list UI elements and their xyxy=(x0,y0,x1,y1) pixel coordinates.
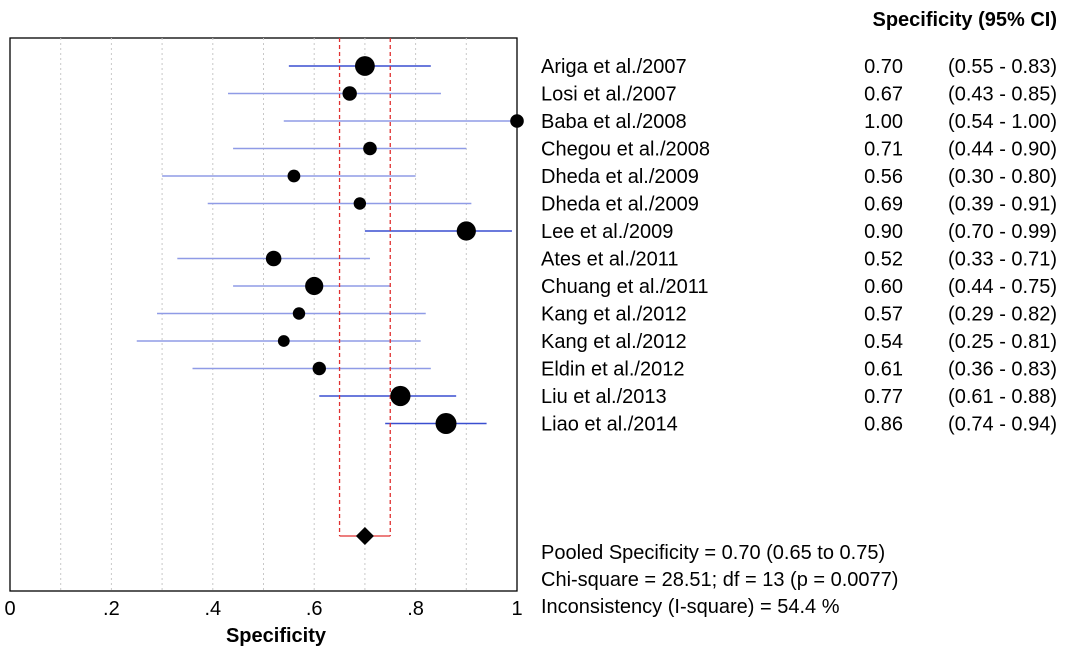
summary-line: Chi-square = 28.51; df = 13 (p = 0.0077) xyxy=(541,569,898,591)
column-header: Specificity (95% CI) xyxy=(872,9,1057,31)
x-tick-label: 0 xyxy=(4,598,15,620)
point-estimate xyxy=(390,385,411,407)
study-ci: (0.61 - 0.88) xyxy=(948,386,1057,408)
confidence-intervals xyxy=(136,65,517,425)
summary-line: Inconsistency (I-square) = 54.4 % xyxy=(541,596,840,618)
x-tick-label: .8 xyxy=(407,598,424,620)
study-estimate: 0.54 xyxy=(864,331,903,353)
study-label: Baba et al./2008 xyxy=(541,111,687,133)
point-estimate xyxy=(510,114,524,128)
point-estimate xyxy=(292,307,306,320)
study-estimate: 0.86 xyxy=(864,414,903,436)
x-tick-label: .6 xyxy=(306,598,323,620)
study-ci: (0.29 - 0.82) xyxy=(948,304,1057,326)
study-ci: (0.44 - 0.75) xyxy=(948,276,1057,298)
study-label: Dheda et al./2009 xyxy=(541,166,699,188)
study-estimate: 0.77 xyxy=(864,386,903,408)
point-estimate xyxy=(265,250,282,267)
pooled-diamond xyxy=(355,527,374,545)
summary-line: Pooled Specificity = 0.70 (0.65 to 0.75) xyxy=(541,542,885,564)
x-axis-title: Specificity xyxy=(226,625,327,647)
point-estimate xyxy=(355,56,375,76)
study-label: Liao et al./2014 xyxy=(541,414,678,436)
grid-lines xyxy=(60,38,467,591)
x-tick-label: .4 xyxy=(204,598,221,620)
study-estimate: 0.71 xyxy=(864,139,903,161)
study-estimate: 1.00 xyxy=(864,111,903,133)
point-estimate xyxy=(456,221,476,241)
study-estimate: 0.70 xyxy=(864,56,903,78)
point-estimate xyxy=(353,197,367,210)
study-ci: (0.70 - 0.99) xyxy=(948,221,1057,243)
study-estimate: 0.60 xyxy=(864,276,903,298)
study-label: Kang et al./2012 xyxy=(541,331,687,353)
summary-statistics: Pooled Specificity = 0.70 (0.65 to 0.75)… xyxy=(541,542,898,618)
point-estimates xyxy=(265,56,524,434)
study-estimate: 0.90 xyxy=(864,221,903,243)
point-estimate xyxy=(363,141,377,156)
study-label: Liu et al./2013 xyxy=(541,386,667,408)
x-tick-label: 1 xyxy=(511,598,522,620)
study-label: Kang et al./2012 xyxy=(541,304,687,326)
study-ci: (0.30 - 0.80) xyxy=(948,166,1057,188)
study-ci: (0.36 - 0.83) xyxy=(948,359,1057,381)
study-label: Ariga et al./2007 xyxy=(541,56,687,78)
point-estimate xyxy=(312,361,326,376)
x-tick-label: .2 xyxy=(103,598,120,620)
study-ci: (0.44 - 0.90) xyxy=(948,139,1057,161)
study-estimate: 0.52 xyxy=(864,249,903,271)
study-label: Chegou et al./2008 xyxy=(541,139,710,161)
study-table: Ariga et al./2007 0.70 (0.55 - 0.83) Losi e… xyxy=(541,56,1057,436)
study-label: Eldin et al./2012 xyxy=(541,359,684,381)
study-ci: (0.55 - 0.83) xyxy=(948,56,1057,78)
study-ci: (0.25 - 0.81) xyxy=(948,331,1057,353)
study-ci: (0.43 - 0.85) xyxy=(948,84,1057,106)
study-ci: (0.39 - 0.91) xyxy=(948,194,1057,216)
point-estimate xyxy=(342,86,357,101)
point-estimate xyxy=(277,335,290,347)
study-label: Lee et al./2009 xyxy=(541,221,673,243)
study-ci: (0.74 - 0.94) xyxy=(948,414,1057,436)
study-label: Losi et al./2007 xyxy=(541,84,677,106)
study-estimate: 0.69 xyxy=(864,194,903,216)
x-axis-ticks: 0 .2 .4 .6 .8 1 xyxy=(4,598,522,620)
study-estimate: 0.67 xyxy=(864,84,903,106)
pooled-estimate xyxy=(338,38,391,545)
study-label: Dheda et al./2009 xyxy=(541,194,699,216)
study-ci: (0.33 - 0.71) xyxy=(948,249,1057,271)
study-estimate: 0.61 xyxy=(864,359,903,381)
study-estimate: 0.56 xyxy=(864,166,903,188)
point-estimate xyxy=(435,413,457,434)
study-label: Ates et al./2011 xyxy=(541,249,679,271)
point-estimate xyxy=(287,169,301,183)
point-estimate xyxy=(305,276,324,296)
study-ci: (0.54 - 1.00) xyxy=(948,111,1057,133)
study-estimate: 0.57 xyxy=(864,304,903,326)
study-label: Chuang et al./2011 xyxy=(541,276,709,298)
